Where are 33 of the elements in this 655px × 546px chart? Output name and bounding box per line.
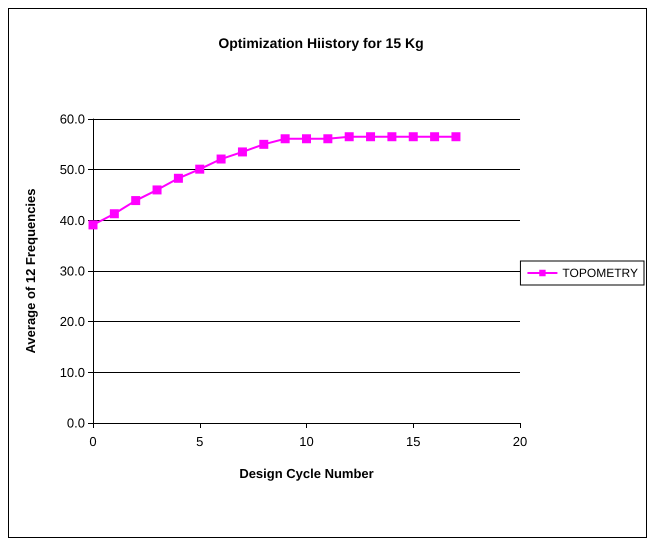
point xyxy=(259,140,268,149)
point xyxy=(238,147,247,156)
x-tick-label: 10 xyxy=(299,434,314,449)
point xyxy=(110,209,119,218)
legend-label: TOPOMETRY xyxy=(562,266,638,280)
x-tick-label: 0 xyxy=(89,434,97,449)
point xyxy=(280,134,290,144)
point xyxy=(302,134,311,144)
y-axis-title: Average of 12 Frequencies xyxy=(23,188,38,354)
x-tick-label: 5 xyxy=(196,434,204,449)
point xyxy=(216,154,226,164)
y-tick-label: 0.0 xyxy=(66,416,85,430)
point xyxy=(195,164,204,174)
y-tick-label: 40.0 xyxy=(60,212,85,228)
point xyxy=(344,132,354,142)
point xyxy=(430,132,440,142)
y-tick-label: 50.0 xyxy=(60,162,85,178)
y-tick-label: 10.0 xyxy=(60,364,85,380)
point xyxy=(174,174,183,183)
point xyxy=(387,132,396,142)
point xyxy=(323,134,332,144)
chart-title: Optimization Hiistory for 15 Kg xyxy=(218,35,424,51)
point xyxy=(152,185,162,194)
y-tick-label: 20.0 xyxy=(60,314,85,330)
x-axis-title: Design Cycle Number xyxy=(239,466,374,481)
y-tick-label: 60.0 xyxy=(60,112,85,126)
point xyxy=(408,132,418,142)
point xyxy=(131,196,140,206)
x-tick-label: 20 xyxy=(512,434,528,449)
y-tick-label: 30.0 xyxy=(60,264,85,278)
point xyxy=(451,132,460,142)
x-tick-label: 15 xyxy=(406,434,420,449)
point xyxy=(366,132,376,142)
